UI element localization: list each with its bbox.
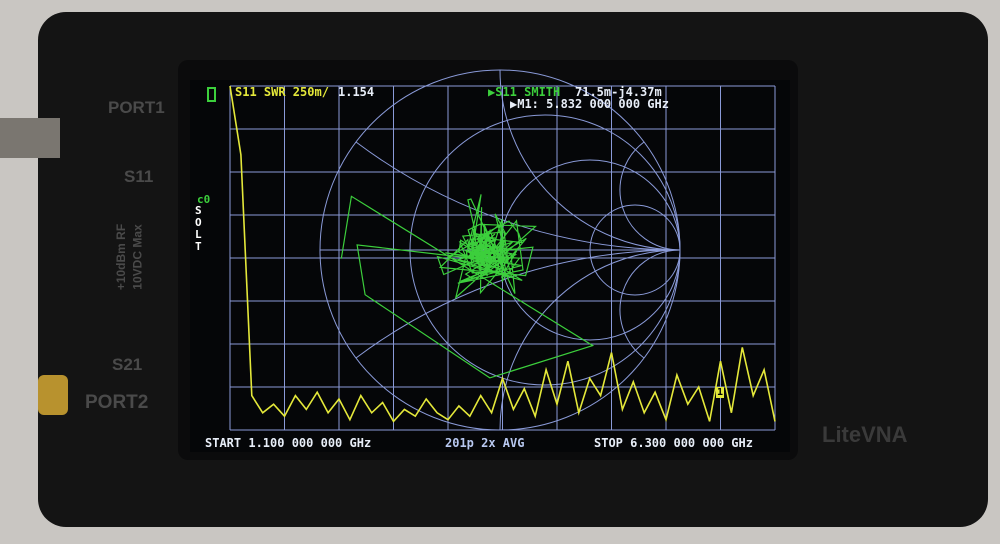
battery-icon: [207, 87, 216, 102]
port2-label: PORT2: [85, 392, 149, 413]
smith-reactance-arc: [619, 249, 681, 359]
smith-reactance-arc: [499, 69, 681, 251]
cal-type-letter: S: [195, 204, 202, 217]
sma-connector-port1: [0, 118, 60, 158]
cal-type-letter: O: [195, 216, 202, 229]
smith-chart: [319, 69, 681, 431]
marker-readout: ▶M1: 5.832 000 000 GHz: [510, 97, 669, 111]
swr-trace: [229, 85, 776, 423]
stop-frequency[interactable]: STOP 6.300 000 000 GHz: [594, 436, 753, 450]
points-avg[interactable]: 201p 2x AVG: [445, 436, 525, 450]
s21-label: S21: [112, 355, 143, 374]
smith-reactance-arc: [355, 249, 681, 359]
trace2-value: 71.5m-j4.37m: [575, 85, 662, 99]
trace1-value: 1.154: [338, 85, 375, 99]
cal-type-letter: L: [195, 228, 202, 241]
brand-logo: LiteVNA: [822, 422, 908, 447]
start-frequency[interactable]: START 1.100 000 000 GHz: [205, 436, 372, 450]
cal-type-letter: T: [195, 240, 202, 253]
smith-reactance-arc: [619, 141, 681, 251]
smith-reactance-arc: [499, 249, 681, 431]
warning-line2: 10VDC Max: [130, 224, 145, 290]
cal-status: c0: [197, 193, 211, 206]
port1-label: PORT1: [108, 98, 165, 117]
trace1-header: S11 SWR 250m/: [235, 85, 329, 99]
trace2-header: ▶S11 SMITH: [488, 85, 561, 99]
marker-1-label[interactable]: 1: [716, 387, 725, 398]
s11-label: S11: [124, 167, 154, 186]
sma-connector-port2: [38, 375, 68, 415]
warning-line1: +10dBm RF: [114, 223, 129, 291]
smith-trace: [340, 194, 595, 379]
